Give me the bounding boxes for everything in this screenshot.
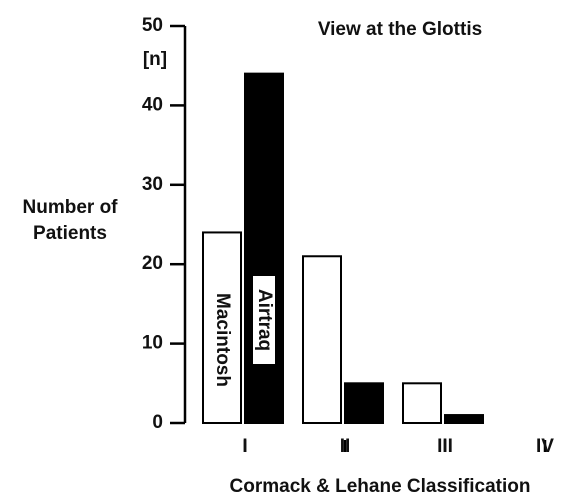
- y-tick-label: 50: [142, 15, 163, 36]
- y-tick-label: 40: [142, 94, 163, 115]
- x-tick-label: IV: [536, 436, 554, 457]
- legend-label: Airtraq: [254, 289, 275, 351]
- x-tick-label: III: [437, 436, 453, 457]
- bar: [402, 382, 442, 424]
- y-tick-label: 0: [152, 412, 163, 433]
- x-tick-label: I: [242, 436, 247, 457]
- y-axis-label: Number of: [23, 197, 119, 218]
- y-axis-label: Patients: [33, 223, 107, 244]
- x-axis-label: Cormack & Lehane Classification: [230, 476, 531, 497]
- bar: [302, 255, 342, 425]
- y-tick-label: 20: [142, 253, 163, 274]
- bar: [444, 414, 484, 424]
- y-unit: [n]: [143, 49, 167, 70]
- bar: [244, 72, 284, 424]
- x-tick-label: II: [340, 436, 351, 457]
- legend-box: [253, 276, 275, 364]
- y-tick-label: 30: [142, 174, 163, 195]
- bar: [202, 231, 242, 424]
- y-tick-label: 10: [142, 333, 163, 354]
- legend-label: Macintosh: [212, 293, 233, 387]
- bar: [344, 382, 384, 424]
- chart-title: View at the Glottis: [318, 19, 482, 40]
